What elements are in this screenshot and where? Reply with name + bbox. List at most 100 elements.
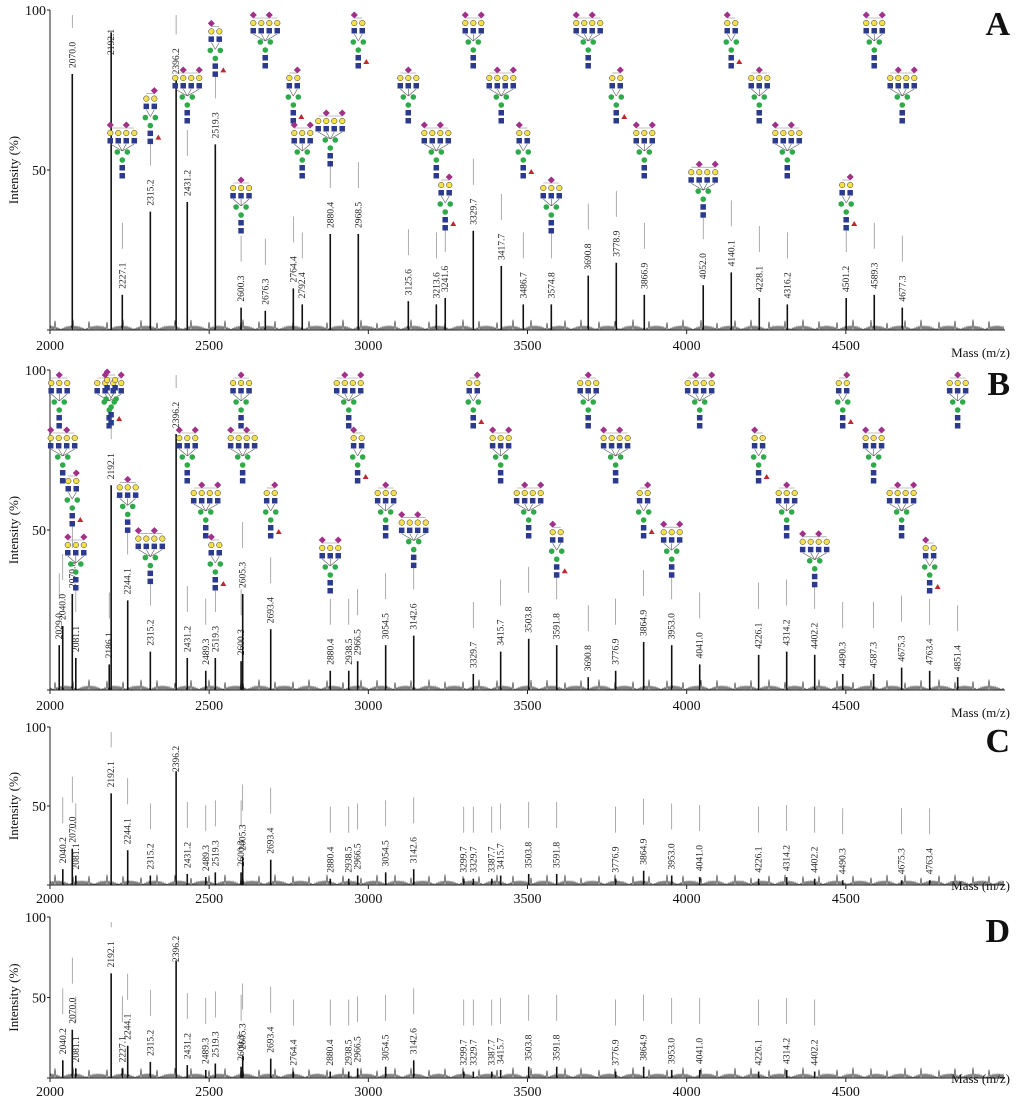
peak-label: 4675.3: [898, 848, 908, 874]
peak-label: 3953.0: [668, 613, 678, 639]
glycan-structure-icon: [47, 426, 78, 484]
glycan-structure-icon: [262, 481, 282, 539]
peak-label: 3417.7: [497, 234, 507, 260]
peak-label: 2600.3: [237, 840, 247, 866]
peak-label: 3503.8: [525, 842, 535, 868]
peak-label: 4314.2: [783, 619, 793, 645]
peak-label: 2070.0: [68, 562, 78, 588]
y-tick-label: 100: [25, 364, 46, 379]
peak-label: 4314.2: [783, 1038, 793, 1064]
peak-label: 4316.2: [783, 272, 793, 298]
glycan-structure-icon: [486, 66, 517, 124]
glycan-structure-icon: [230, 371, 253, 429]
glycan-structure-icon: [190, 481, 222, 539]
y-tick-label: 100: [25, 721, 46, 736]
peak-label: 3415.7: [497, 843, 507, 869]
peak-label: 3125.6: [404, 269, 414, 295]
peak-label: 2081.1: [72, 626, 82, 652]
x-tick-label: 2000: [36, 699, 64, 714]
peak-label: 2764.4: [289, 1039, 299, 1065]
peak-label: 2519.3: [211, 1031, 221, 1057]
y-tick-label: 50: [32, 800, 46, 815]
peak-label: 4402.2: [811, 622, 821, 648]
glycan-structure-icon: [315, 109, 346, 167]
peak-label: 2880.4: [326, 202, 336, 228]
peak-label: 3503.8: [525, 1034, 535, 1060]
glycan-structure-icon: [600, 426, 631, 484]
peak-label: 3329.7: [469, 642, 479, 668]
peak-label: 3415.7: [497, 1038, 507, 1064]
peak-label: 2600.3: [237, 275, 247, 301]
peak-label: 2880.4: [326, 638, 336, 664]
peak-label: 3142.6: [410, 837, 420, 863]
peak-label: 2693.4: [267, 597, 277, 623]
glycan-structure-icon: [230, 176, 253, 234]
peak-label: 4501.2: [842, 266, 852, 292]
peak-label: 2968.5: [354, 202, 364, 228]
peak-label: 2315.2: [146, 843, 156, 869]
peak-label: 3486.7: [519, 272, 529, 298]
glycan-structure-icon: [750, 426, 770, 484]
peak-label: 3866.9: [640, 262, 650, 288]
peak-label: 2519.3: [211, 840, 221, 866]
peak-label: 2489.3: [202, 1038, 212, 1064]
peak-label: 2315.2: [146, 1030, 156, 1056]
peak-label: 2938.5: [345, 638, 355, 664]
x-axis-label: Mass (m/z): [951, 345, 1010, 360]
x-tick-label: 3500: [514, 339, 542, 354]
x-tick-label: 2500: [195, 339, 223, 354]
glycan-structure-icon: [134, 527, 166, 585]
y-tick-label: 50: [32, 992, 46, 1007]
peak-label: 4402.2: [811, 1039, 821, 1065]
peak-label: 2227.1: [118, 262, 128, 288]
peak-label: 2081.1: [72, 1036, 82, 1062]
glycan-structure-icon: [834, 371, 854, 429]
peak-label: 3299.7: [460, 846, 470, 872]
x-tick-label: 2500: [195, 699, 223, 714]
x-tick-label: 3000: [354, 699, 382, 714]
peak-label: 3864.9: [640, 838, 650, 864]
glycan-structure-icon: [515, 121, 535, 179]
peak-label: 3329.7: [469, 198, 479, 224]
peak-label: 2070.0: [68, 997, 78, 1023]
glycan-structure-icon: [374, 481, 397, 539]
panel-letter: B: [987, 366, 1010, 403]
y-axis-label: Intensity (%): [6, 136, 21, 204]
x-tick-label: 3500: [514, 892, 542, 907]
x-tick-label: 4000: [673, 1085, 701, 1100]
panel-d: 50 100 2000 2500 3000 3500 4000 4500 Intensity (…: [6, 911, 1010, 1100]
glycan-structure-icon: [465, 371, 485, 429]
y-axis-label: Intensity (%): [6, 772, 21, 840]
peak-label: 2938.5: [345, 846, 355, 872]
peak-label: 3503.8: [525, 606, 535, 632]
glycan-structure-icon: [572, 11, 604, 69]
peak-label: 3054.5: [382, 840, 392, 866]
glycan-structure-icon: [886, 481, 918, 539]
x-tick-label: 2500: [195, 1085, 223, 1100]
glycan-structure-icon: [489, 426, 513, 484]
peak-label: 3591.8: [553, 613, 563, 639]
peak-label: 2192.1: [107, 29, 117, 55]
glycan-structure-icon: [461, 11, 485, 69]
x-tick-label: 4000: [673, 892, 701, 907]
peak-label: 3387.7: [488, 1039, 498, 1065]
peak-label: 3776.9: [612, 638, 622, 664]
glycan-structure-icon: [64, 469, 84, 527]
x-tick-label: 4500: [832, 892, 860, 907]
glycan-structure-icon: [577, 371, 600, 429]
peak-label: 2966.5: [354, 629, 364, 655]
glycan-structure-icon: [635, 481, 655, 539]
panel-letter: A: [985, 6, 1010, 43]
y-axis-label: Intensity (%): [6, 963, 21, 1031]
glycan-structure-icon: [350, 11, 370, 69]
glycan-structure-icon: [775, 481, 798, 539]
glycan-structure-icon: [397, 66, 420, 124]
peak-label: 2519.3: [211, 112, 221, 138]
peak-label: 3054.5: [382, 613, 392, 639]
peak-label: 3142.6: [410, 603, 420, 629]
glycan-structure-icon: [318, 536, 342, 594]
glycan-structure-icon: [548, 520, 568, 578]
peak-label: 2489.3: [202, 638, 212, 664]
peak-label: 4041.0: [696, 1038, 706, 1064]
glycan-structure-icon: [285, 66, 305, 124]
